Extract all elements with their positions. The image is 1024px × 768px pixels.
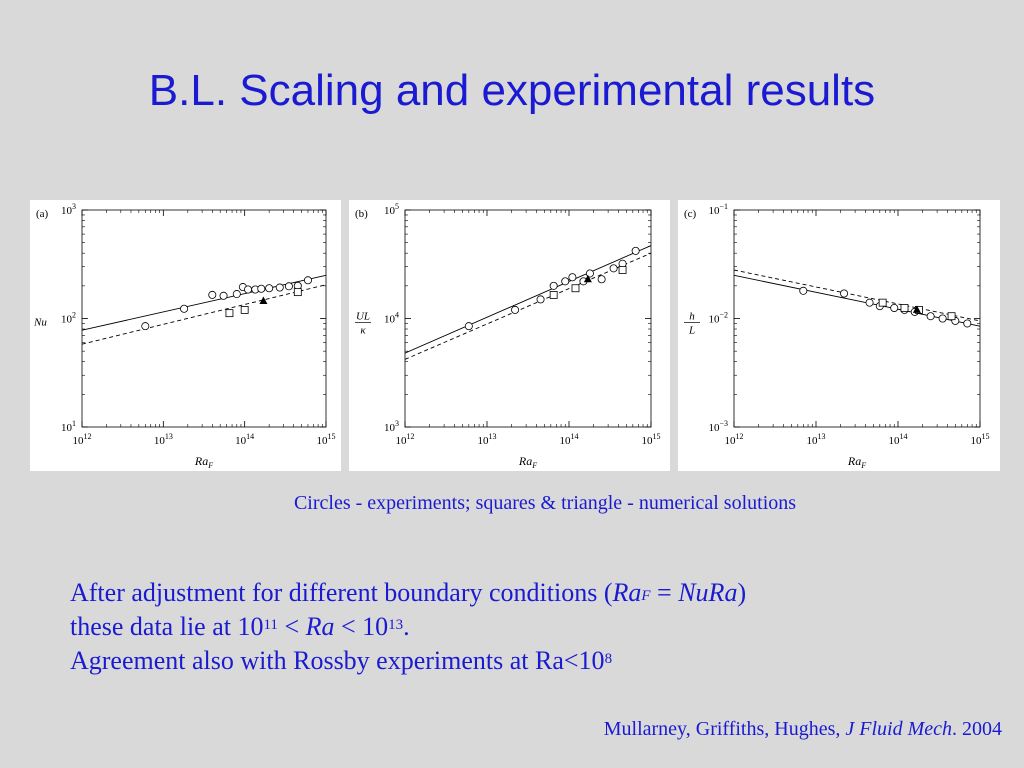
data-point-square: [878, 298, 887, 307]
chart-panel-b: 1012 1013 1014 1015 103 104 105 (b) RaF UL κ: [349, 200, 670, 471]
x-tick-label: 1015: [971, 432, 990, 447]
data-point-circle: [265, 284, 274, 293]
plot-frame: [404, 209, 652, 428]
data-point-circle: [549, 281, 558, 290]
data-point-circle: [890, 303, 899, 312]
y-tick-label: 10−2: [708, 311, 728, 326]
data-point-circle: [141, 322, 150, 331]
data-point-triangle: [259, 296, 268, 304]
y-tick-label: 103: [384, 419, 399, 434]
data-point-circle: [840, 289, 849, 298]
panel-label: (c): [684, 208, 697, 220]
data-point-circle: [275, 283, 284, 292]
y-axis-label-numerator: h: [689, 311, 695, 323]
y-tick-label: 101: [61, 419, 76, 434]
data-point-circle: [219, 291, 228, 300]
y-tick-label: 10−1: [708, 202, 728, 217]
panel-label: (b): [355, 208, 368, 220]
data-point-circle: [536, 295, 545, 304]
body-line-3: Agreement also with Rossby experiments a…: [70, 646, 613, 675]
data-point-circle: [284, 282, 293, 291]
data-point-circle: [244, 285, 253, 294]
data-point-square: [900, 304, 909, 312]
data-point-circle: [938, 314, 947, 323]
fit-line-solid: [405, 245, 651, 354]
x-tick-label: 1013: [478, 432, 497, 447]
plot-area: [405, 245, 651, 360]
y-tick-label: 102: [61, 311, 76, 326]
x-axis-label: RaF: [518, 454, 537, 470]
y-tick-label: 105: [384, 202, 399, 217]
data-point-circle: [257, 284, 266, 293]
x-tick-label: 1015: [317, 432, 336, 447]
y-axis-label-denominator: L: [688, 325, 695, 337]
data-point-circle: [561, 277, 570, 286]
data-point-circle: [511, 305, 520, 314]
data-point-circle: [180, 304, 189, 313]
data-point-circle: [208, 290, 217, 299]
data-point-triangle: [583, 274, 592, 283]
data-point-circle: [568, 273, 577, 282]
data-point-circle: [609, 264, 618, 273]
body-text: After adjustment for different boundary …: [70, 576, 746, 678]
citation: Mullarney, Griffiths, Hughes, J Fluid Me…: [603, 718, 1002, 740]
fit-line-dashed: [734, 269, 980, 322]
body-line-2: these data lie at 1011 < Ra < 1013.: [70, 612, 410, 641]
data-point-square: [225, 309, 234, 318]
x-tick-label: 1012: [725, 432, 744, 447]
chart-svg: 1012 1013 1014 1015 103 104 105 (b) RaF UL κ: [355, 202, 661, 470]
y-tick-label: 10−3: [708, 419, 728, 434]
data-point-circle: [303, 276, 312, 285]
slide-title: B.L. Scaling and experimental results: [148, 66, 876, 115]
data-point-circle: [926, 312, 935, 321]
data-point-circle: [464, 322, 473, 331]
data-point-circle: [865, 298, 874, 307]
plot-area: [734, 269, 980, 328]
x-tick-label: 1013: [154, 432, 173, 447]
data-point-circle: [631, 246, 640, 255]
fit-line-dashed: [405, 252, 651, 360]
data-point-square: [293, 288, 302, 297]
x-tick-label: 1014: [560, 432, 579, 447]
data-point-square: [618, 266, 627, 274]
panel-label: (a): [36, 208, 49, 220]
data-point-circle: [232, 290, 241, 299]
x-tick-label: 1014: [889, 432, 908, 447]
plot-frame: [81, 209, 327, 428]
chart-panel-c: 1012 1013 1014 1015 10−3 10−2 10−1 (c) RaF h L: [678, 200, 1000, 471]
chart-svg: 1012 1013 1014 1015 101 102 103 (a) RaF Nu: [33, 202, 336, 470]
fit-line-dashed: [82, 284, 326, 345]
chart-panel-a: 1012 1013 1014 1015 101 102 103 (a) RaF Nu: [30, 200, 341, 471]
y-axis-label-denominator: κ: [360, 325, 366, 337]
x-tick-label: 1014: [235, 432, 254, 447]
data-point-square: [571, 284, 580, 293]
y-axis-label: Nu: [33, 317, 47, 329]
figure-caption: Circles - experiments; squares & triangl…: [293, 492, 797, 514]
x-tick-label: 1012: [73, 432, 92, 447]
data-point-triangle: [912, 305, 921, 313]
data-point-circle: [799, 286, 808, 295]
data-point-square: [947, 312, 956, 321]
data-point-square: [549, 291, 558, 299]
y-tick-label: 103: [61, 202, 76, 217]
data-point-square: [240, 306, 249, 314]
x-tick-label: 1012: [396, 432, 415, 447]
x-tick-label: 1015: [642, 432, 661, 447]
x-axis-label: RaF: [194, 454, 213, 470]
x-axis-label: RaF: [847, 454, 866, 470]
plot-area: [82, 274, 326, 345]
x-tick-label: 1013: [807, 432, 826, 447]
y-axis-label-numerator: UL: [356, 311, 370, 323]
data-point-circle: [597, 275, 606, 284]
fit-line-solid: [82, 274, 326, 331]
y-tick-label: 104: [384, 311, 399, 326]
chart-svg: 1012 1013 1014 1015 10−3 10−2 10−1 (c) RaF hL: [684, 202, 990, 470]
data-point-circle: [963, 319, 972, 328]
body-line-1: After adjustment for different boundary …: [70, 578, 747, 607]
